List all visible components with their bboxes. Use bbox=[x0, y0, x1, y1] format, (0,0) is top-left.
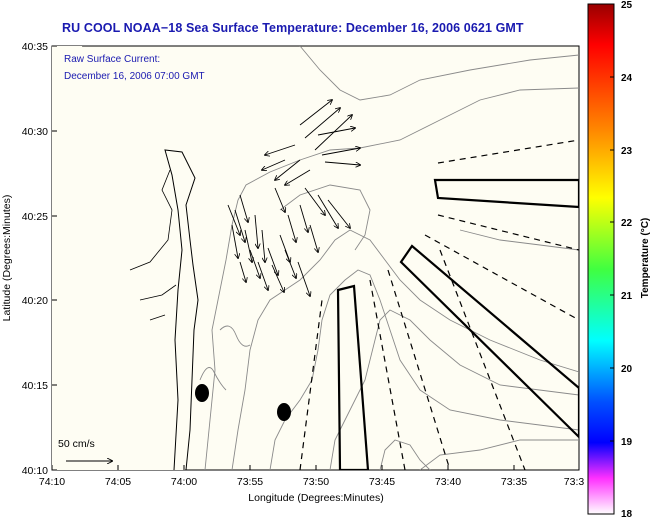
x-tick-label: 73:3 bbox=[564, 476, 585, 488]
colorbar-tick-label: 25 bbox=[621, 0, 633, 11]
x-tick-label: 74:10 bbox=[39, 476, 65, 488]
colorbar-tick-label: 21 bbox=[621, 291, 633, 302]
y-tick-label: 40:25 bbox=[22, 211, 48, 223]
colorbar-tick-label: 18 bbox=[621, 509, 633, 518]
x-axis-ticks bbox=[51, 465, 580, 470]
coastline bbox=[164, 149, 199, 470]
x-tick-label: 73:50 bbox=[303, 476, 329, 488]
colorbar-tick-label: 23 bbox=[621, 146, 633, 157]
colorbar-tick-label: 22 bbox=[621, 218, 633, 229]
x-tick-label: 74:00 bbox=[171, 476, 197, 488]
buoy-marker-1 bbox=[195, 384, 209, 402]
colorbar-tick-label: 24 bbox=[621, 73, 633, 84]
x-tick-label: 73:35 bbox=[501, 476, 527, 488]
bathymetry-contours bbox=[199, 46, 579, 470]
y-axis-ticks bbox=[52, 45, 57, 471]
current-note-line2: December 16, 2006 07:00 GMT bbox=[64, 71, 205, 82]
y-tick-label: 40:35 bbox=[22, 41, 48, 53]
chart-title: RU COOL NOAA−18 Sea Surface Temperature:… bbox=[62, 21, 524, 35]
channel-outlines bbox=[336, 178, 579, 470]
y-tick-label: 40:15 bbox=[22, 380, 48, 392]
y-tick-label: 40:20 bbox=[22, 295, 48, 307]
x-tick-label: 73:55 bbox=[237, 476, 263, 488]
surface-current-vectors bbox=[227, 100, 360, 296]
colorbar-tick-label: 19 bbox=[621, 437, 633, 448]
y-tick-label: 40:30 bbox=[22, 126, 48, 138]
y-axis-label: Latitude (Degrees:Minutes) bbox=[1, 195, 13, 322]
colorbar-tick-label: 20 bbox=[621, 364, 633, 375]
scale-label: 50 cm/s bbox=[58, 438, 95, 450]
colorbar-ticks bbox=[610, 3, 614, 515]
shipping-lane-dashes bbox=[299, 139, 579, 470]
current-note-line1: Raw Surface Current: bbox=[64, 54, 160, 65]
x-tick-label: 73:45 bbox=[369, 476, 395, 488]
inland-waterway bbox=[129, 169, 177, 321]
x-tick-label: 74:05 bbox=[105, 476, 131, 488]
buoy-marker-2 bbox=[277, 403, 291, 421]
y-tick-label: 40:10 bbox=[22, 465, 48, 477]
land-area bbox=[52, 46, 198, 470]
x-tick-label: 73:40 bbox=[435, 476, 461, 488]
colorbar bbox=[587, 3, 615, 515]
x-axis-label: Longitude (Degrees:Minutes) bbox=[248, 492, 383, 504]
colorbar-label: Temperature (°C) bbox=[640, 218, 651, 299]
